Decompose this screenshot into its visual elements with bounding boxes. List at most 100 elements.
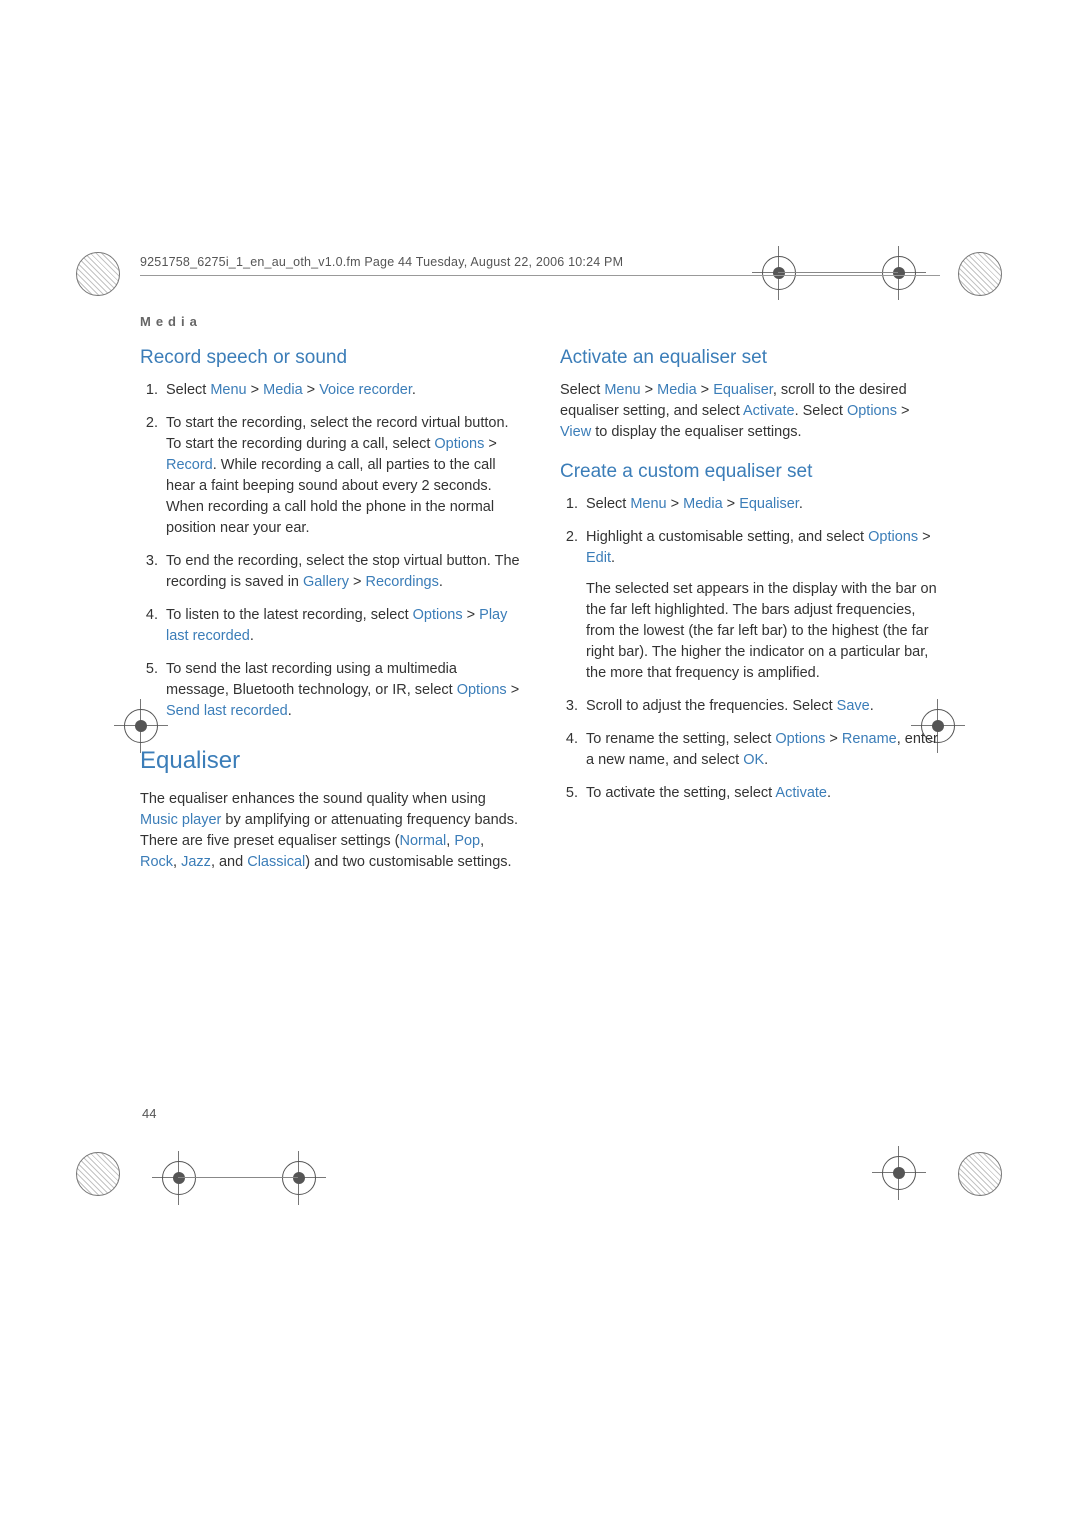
crop-line [178, 1177, 298, 1178]
menu-link: Edit [586, 550, 611, 566]
text: > [303, 382, 320, 398]
right-column: Activate an equaliser set Select Menu > … [560, 347, 940, 885]
list-item: Select Menu > Media > Voice recorder. [162, 380, 520, 401]
menu-link: Rename [842, 731, 897, 747]
text: To activate the setting, select [586, 785, 775, 801]
step-sub-paragraph: The selected set appears in the display … [586, 579, 940, 684]
list-item: To rename the setting, select Options > … [582, 729, 940, 771]
menu-link: Activate [743, 403, 795, 419]
text: . While recording a call, all parties to… [166, 457, 496, 536]
text: Select [166, 382, 210, 398]
menu-link: View [560, 424, 591, 440]
list-item: Highlight a customisable setting, and se… [582, 527, 940, 684]
text: > [507, 682, 520, 698]
record-steps-list: Select Menu > Media > Voice recorder. To… [140, 380, 520, 722]
text: > [918, 529, 931, 545]
crop-mark-icon [70, 246, 126, 302]
activate-paragraph: Select Menu > Media > Equaliser, scroll … [560, 380, 940, 443]
page-content: 9251758_6275i_1_en_au_oth_v1.0.fm Page 4… [140, 255, 940, 885]
text: > [247, 382, 264, 398]
text: . [412, 382, 416, 398]
crop-mark-icon [70, 1146, 126, 1202]
text: > [641, 382, 658, 398]
menu-link: Jazz [181, 854, 211, 870]
text: . [611, 550, 615, 566]
equaliser-paragraph: The equaliser enhances the sound quality… [140, 789, 520, 873]
text: The equaliser enhances the sound quality… [140, 791, 486, 807]
text: . [288, 703, 292, 719]
text: Select [560, 382, 604, 398]
menu-link: Menu [604, 382, 640, 398]
text: To send the last recording using a multi… [166, 661, 457, 698]
text: To rename the setting, select [586, 731, 775, 747]
menu-link: Options [457, 682, 507, 698]
menu-link: Rock [140, 854, 173, 870]
heading-create: Create a custom equaliser set [560, 461, 940, 484]
menu-link: Options [413, 607, 463, 623]
menu-link: Equaliser [739, 496, 799, 512]
list-item: To end the recording, select the stop vi… [162, 551, 520, 593]
crop-mark-icon [952, 246, 1008, 302]
print-header: 9251758_6275i_1_en_au_oth_v1.0.fm Page 4… [140, 255, 940, 269]
text: > [484, 436, 497, 452]
text: , [173, 854, 181, 870]
text: > [349, 574, 366, 590]
text: > [697, 382, 714, 398]
list-item: To send the last recording using a multi… [162, 659, 520, 722]
text: . [250, 628, 254, 644]
two-column-layout: Record speech or sound Select Menu > Med… [140, 347, 940, 885]
list-item: Scroll to adjust the frequencies. Select… [582, 696, 940, 717]
text: . [827, 785, 831, 801]
text: ) and two customisable settings. [305, 854, 511, 870]
text: > [723, 496, 740, 512]
text: , and [211, 854, 247, 870]
menu-link: Gallery [303, 574, 349, 590]
menu-link: Media [683, 496, 723, 512]
menu-link: OK [743, 752, 764, 768]
menu-link: Menu [210, 382, 246, 398]
menu-link: Record [166, 457, 213, 473]
menu-link: Voice recorder [319, 382, 412, 398]
text: . [799, 496, 803, 512]
list-item: To listen to the latest recording, selec… [162, 605, 520, 647]
register-target-icon [276, 1155, 322, 1201]
register-target-icon [156, 1155, 202, 1201]
text: . [870, 698, 874, 714]
text: > [825, 731, 842, 747]
heading-activate: Activate an equaliser set [560, 347, 940, 370]
register-target-icon [876, 1150, 922, 1196]
section-label: Media [140, 314, 940, 329]
menu-link: Menu [630, 496, 666, 512]
menu-link: Media [263, 382, 303, 398]
menu-link: Pop [454, 833, 480, 849]
heading-record: Record speech or sound [140, 347, 520, 370]
list-item: To start the recording, select the recor… [162, 413, 520, 539]
left-column: Record speech or sound Select Menu > Med… [140, 347, 520, 885]
text: . [439, 574, 443, 590]
crop-mark-icon [952, 1146, 1008, 1202]
create-steps-list: Select Menu > Media > Equaliser. Highlig… [560, 494, 940, 804]
menu-link: Options [847, 403, 897, 419]
text: Highlight a customisable setting, and se… [586, 529, 868, 545]
text: . Select [795, 403, 847, 419]
divider [140, 275, 940, 276]
heading-equaliser: Equaliser [140, 744, 520, 779]
menu-link: Activate [775, 785, 827, 801]
menu-link: Normal [400, 833, 447, 849]
menu-link: Save [837, 698, 870, 714]
list-item: Select Menu > Media > Equaliser. [582, 494, 940, 515]
menu-link: Options [868, 529, 918, 545]
menu-link: Recordings [365, 574, 438, 590]
menu-link: Options [775, 731, 825, 747]
text: > [897, 403, 910, 419]
menu-link: Classical [247, 854, 305, 870]
text: to display the equaliser settings. [591, 424, 801, 440]
text: To listen to the latest recording, selec… [166, 607, 413, 623]
menu-link: Equaliser [713, 382, 773, 398]
text: > [667, 496, 684, 512]
menu-link: Media [657, 382, 697, 398]
text: > [463, 607, 480, 623]
menu-link: Music player [140, 812, 221, 828]
page-number: 44 [142, 1106, 156, 1121]
menu-link: Options [434, 436, 484, 452]
